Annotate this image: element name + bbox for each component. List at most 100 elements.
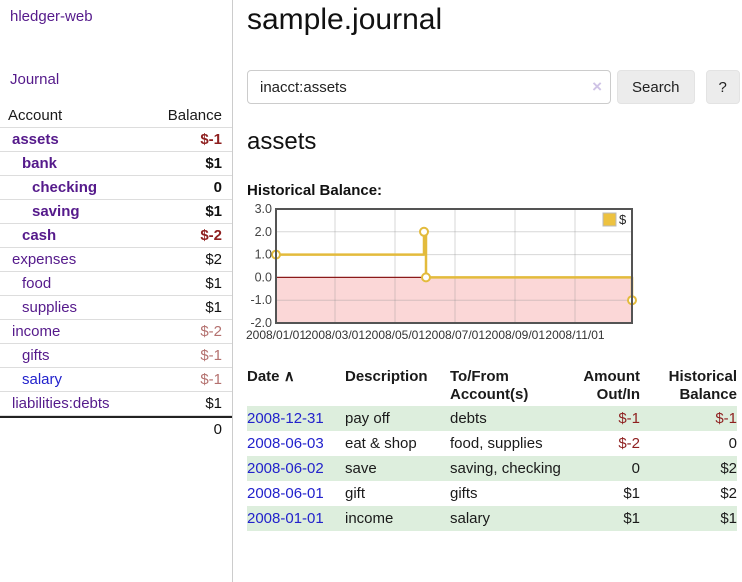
account-link-supplies[interactable]: supplies bbox=[22, 299, 78, 316]
svg-text:2008/11/01: 2008/11/01 bbox=[545, 328, 604, 342]
account-column-header: Account bbox=[8, 107, 63, 124]
account-balance: $-2 bbox=[200, 227, 222, 244]
account-row-liabilities-debts: liabilities:debts $1 bbox=[0, 392, 232, 416]
search-help-button[interactable]: ? bbox=[705, 70, 740, 104]
transaction-date-link[interactable]: 2008-01-01 bbox=[247, 510, 324, 527]
account-link-gifts[interactable]: gifts bbox=[22, 347, 50, 364]
account-balance: $1 bbox=[205, 275, 222, 292]
transaction-balance: $2 bbox=[720, 485, 737, 502]
svg-text:2008/01/01: 2008/01/01 bbox=[246, 328, 306, 342]
account-row-salary: salary $-1 bbox=[0, 368, 232, 392]
account-link-expenses[interactable]: expenses bbox=[12, 251, 77, 268]
register-header-description: Description bbox=[345, 368, 428, 385]
svg-text:3.0: 3.0 bbox=[255, 202, 272, 216]
register-row: 2008-01-01 income salary $1 $1 bbox=[247, 506, 737, 531]
transaction-accounts: gifts bbox=[450, 485, 478, 502]
transaction-amount: $1 bbox=[623, 485, 640, 502]
accounts-total-value: 0 bbox=[213, 421, 222, 438]
balance-column-header: Balance bbox=[167, 107, 222, 124]
transaction-description: eat & shop bbox=[345, 435, 417, 452]
account-balance: $2 bbox=[205, 251, 222, 268]
transaction-accounts: debts bbox=[450, 410, 487, 427]
transaction-description: income bbox=[345, 510, 394, 527]
account-row-assets: assets $-1 bbox=[0, 128, 232, 152]
account-link-assets[interactable]: assets bbox=[12, 131, 59, 148]
register-header-amount: Amount Out/In bbox=[583, 368, 640, 403]
account-link-liabilities-debts[interactable]: liabilities:debts bbox=[12, 395, 110, 412]
account-balance: $-1 bbox=[200, 131, 222, 148]
account-link-bank[interactable]: bank bbox=[22, 155, 58, 172]
transaction-balance: $2 bbox=[720, 460, 737, 477]
accounts-total-row: 0 bbox=[0, 416, 232, 441]
svg-text:0.0: 0.0 bbox=[255, 270, 272, 284]
register-row: 2008-12-31 pay off debts $-1 $-1 bbox=[247, 406, 737, 431]
account-balance: $1 bbox=[205, 395, 222, 412]
sidebar-item-journal[interactable]: Journal bbox=[10, 71, 60, 88]
transaction-balance: $1 bbox=[720, 510, 737, 527]
account-row-cash: cash $-2 bbox=[0, 224, 232, 248]
transaction-accounts: food, supplies bbox=[450, 435, 543, 452]
balance-chart-canvas: $ 3.0 2.0 1.0 0.0 -1.0 -2.0 2008/01/01 2… bbox=[246, 202, 637, 342]
svg-text:1.0: 1.0 bbox=[255, 248, 272, 262]
transaction-amount: $1 bbox=[623, 510, 640, 527]
transaction-balance: 0 bbox=[728, 435, 737, 452]
svg-text:2.0: 2.0 bbox=[255, 225, 272, 239]
account-balance: 0 bbox=[213, 179, 222, 196]
account-link-cash[interactable]: cash bbox=[22, 227, 57, 244]
clear-search-icon[interactable]: × bbox=[592, 77, 602, 96]
account-row-food: food $1 bbox=[0, 272, 232, 296]
svg-text:2008/09/01: 2008/09/01 bbox=[485, 328, 545, 342]
page-title: sample.journal bbox=[247, 3, 443, 36]
register-header-row: Date ∧ Description To/From Account(s) Am… bbox=[247, 366, 737, 406]
search-form: × Search ? bbox=[247, 70, 742, 104]
app-brand-link[interactable]: hledger-web bbox=[10, 8, 93, 25]
account-row-gifts: gifts $-1 bbox=[0, 344, 232, 368]
accounts-table: Account Balance assets $-1 bank $1 check… bbox=[0, 104, 232, 441]
transaction-amount: $-1 bbox=[618, 410, 640, 427]
accounts-table-header: Account Balance bbox=[0, 104, 232, 128]
account-link-salary[interactable]: salary bbox=[22, 371, 63, 388]
account-row-expenses: expenses $2 bbox=[0, 248, 232, 272]
legend-swatch-icon bbox=[602, 212, 617, 227]
transaction-amount: 0 bbox=[631, 460, 640, 477]
chart-x-axis: 2008/01/01 2008/03/01 2008/05/01 2008/07… bbox=[246, 328, 605, 342]
account-link-saving[interactable]: saving bbox=[32, 203, 80, 220]
chart-border bbox=[275, 208, 633, 324]
account-row-supplies: supplies $1 bbox=[0, 296, 232, 320]
account-link-food[interactable]: food bbox=[22, 275, 52, 292]
chart-negative-region bbox=[276, 277, 632, 323]
svg-text:2008/03/01: 2008/03/01 bbox=[305, 328, 365, 342]
account-balance: $-1 bbox=[200, 347, 222, 364]
svg-text:-1.0: -1.0 bbox=[250, 293, 272, 307]
account-balance: $-1 bbox=[200, 371, 222, 388]
account-link-checking[interactable]: checking bbox=[32, 179, 98, 196]
account-balance: $-2 bbox=[200, 323, 222, 340]
account-heading: assets bbox=[247, 128, 317, 155]
transaction-accounts: salary bbox=[450, 510, 491, 527]
account-row-checking: checking 0 bbox=[0, 176, 232, 200]
legend-label: $ bbox=[619, 212, 627, 227]
register-row: 2008-06-03 eat & shop food, supplies $-2… bbox=[247, 431, 737, 456]
main-content: sample.journal × Search ? assets Histori… bbox=[233, 0, 742, 582]
register-header-date[interactable]: Date ∧ bbox=[247, 368, 295, 385]
transaction-amount: $-2 bbox=[618, 435, 640, 452]
transaction-date-link[interactable]: 2008-06-03 bbox=[247, 435, 324, 452]
chart-heading: Historical Balance: bbox=[247, 182, 383, 199]
transaction-date-link[interactable]: 2008-06-01 bbox=[247, 485, 324, 502]
transaction-accounts: saving, checking bbox=[450, 460, 561, 477]
register-header-accounts: To/From Account(s) bbox=[450, 368, 529, 403]
account-link-income[interactable]: income bbox=[12, 323, 61, 340]
register-header-balance: Historical Balance bbox=[668, 368, 737, 403]
account-row-income: income $-2 bbox=[0, 320, 232, 344]
transaction-balance: $-1 bbox=[715, 410, 737, 427]
register-table: Date ∧ Description To/From Account(s) Am… bbox=[247, 366, 737, 531]
svg-text:2008/05/01: 2008/05/01 bbox=[365, 328, 425, 342]
transaction-date-link[interactable]: 2008-12-31 bbox=[247, 410, 324, 427]
search-input[interactable] bbox=[247, 70, 611, 104]
register-row: 2008-06-01 gift gifts $1 $2 bbox=[247, 481, 737, 506]
search-button[interactable]: Search bbox=[617, 70, 695, 104]
transaction-date-link[interactable]: 2008-06-02 bbox=[247, 460, 324, 477]
svg-text:-2.0: -2.0 bbox=[250, 316, 272, 330]
transaction-description: gift bbox=[345, 485, 366, 502]
transaction-description: pay off bbox=[345, 410, 390, 427]
